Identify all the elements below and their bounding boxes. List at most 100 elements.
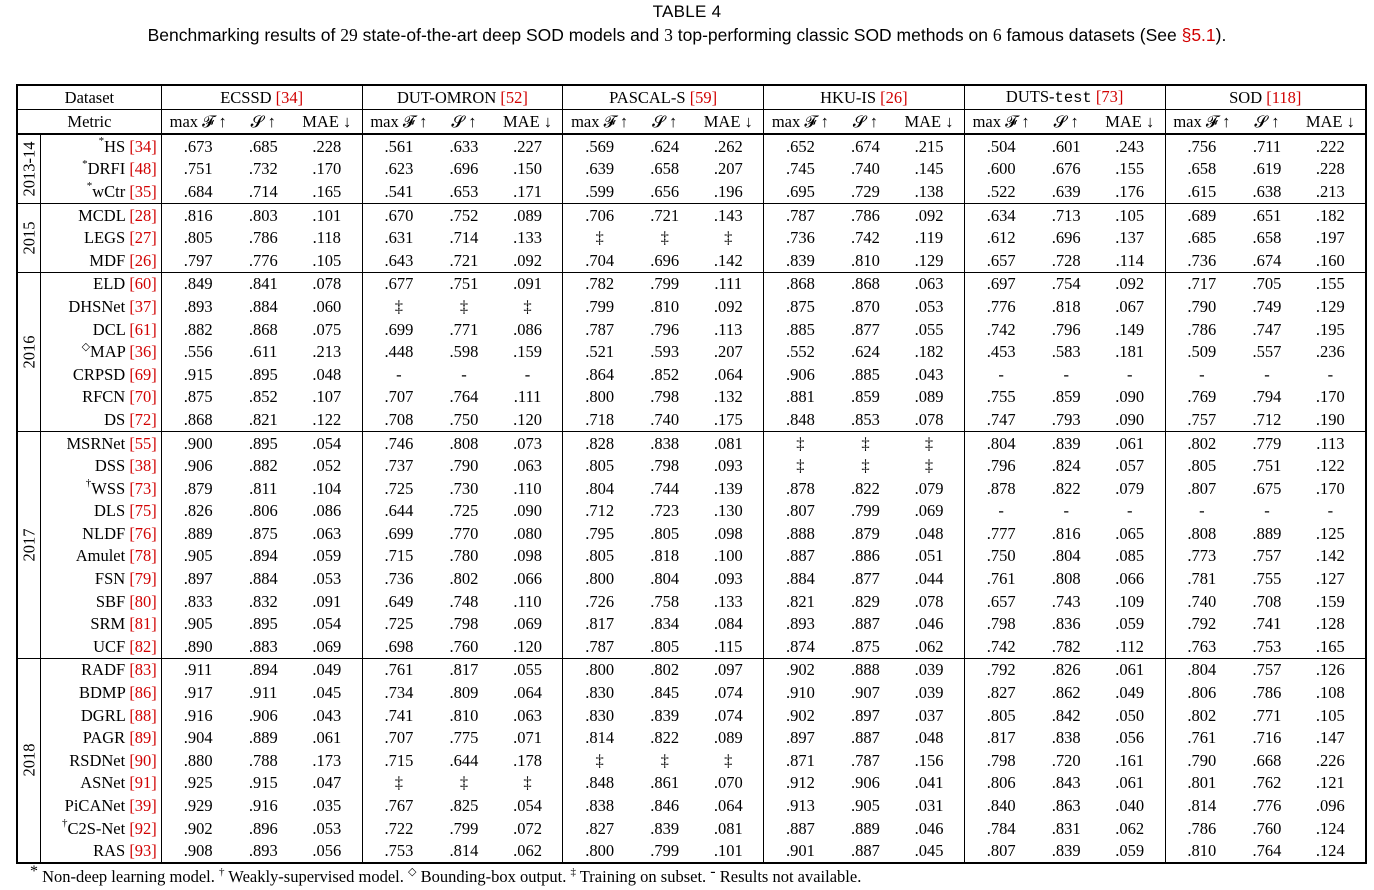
table-row: ◇MAP [36] .556 .611 .213 .448 .598 .159 .521 .59… <box>17 340 1368 363</box>
citation-link[interactable]: [82] <box>129 636 157 656</box>
citation-link[interactable]: [92] <box>129 818 157 838</box>
citation-link[interactable]: [73] <box>1095 87 1124 106</box>
value-cell: .889 <box>851 818 880 838</box>
value-cell: .756 <box>1165 133 1239 158</box>
value-cell: .807 <box>1187 478 1217 498</box>
value-cell: .066 <box>1094 567 1166 590</box>
citation-link[interactable]: [28] <box>129 205 157 225</box>
year-group-label: 2018 <box>16 657 41 864</box>
value-cell: .128 <box>1295 612 1368 636</box>
citation-link[interactable]: [91] <box>129 773 157 793</box>
citation-link[interactable]: [89] <box>129 728 157 748</box>
citation-link[interactable]: [61] <box>129 319 157 339</box>
value-cell: .097 <box>693 657 765 682</box>
value-cell: .113 <box>1295 430 1368 455</box>
value-cell: .910 <box>785 683 815 703</box>
citation-link[interactable]: [34] <box>129 136 157 156</box>
value-cell: .798 <box>986 750 1016 770</box>
value-cell: .905 <box>183 546 213 566</box>
value-cell: .119 <box>894 226 965 249</box>
value-cell: .092 <box>1094 271 1166 296</box>
year-group-label: 2013-14 <box>16 132 41 204</box>
citation-link[interactable]: [78] <box>129 546 157 566</box>
footnote-symbol: - <box>710 862 716 880</box>
citation-link[interactable]: [27] <box>129 228 157 248</box>
value-cell: .170 <box>1295 476 1368 500</box>
citation-link[interactable]: [86] <box>129 683 157 703</box>
value-cell: .049 <box>292 657 363 682</box>
value-cell: .806 <box>1187 683 1217 703</box>
citation-link[interactable]: [39] <box>129 796 157 816</box>
value-cell: .145 <box>894 157 965 181</box>
citation-link[interactable]: [26] <box>129 250 157 270</box>
citation-link[interactable]: [93] <box>129 841 157 861</box>
value-cell: .889 <box>248 728 278 748</box>
citation-link[interactable]: [80] <box>129 591 157 611</box>
citation-link[interactable]: [90] <box>129 750 157 770</box>
value-cell: .848 <box>785 409 815 429</box>
citation-link[interactable]: [69] <box>129 364 157 384</box>
value-cell: - <box>396 364 402 384</box>
table-row: 2015 MCDL [28] .816.803.101.670.752.089.70… <box>16 202 1368 273</box>
value-cell: .839 <box>650 705 680 725</box>
citation-link[interactable]: [73] <box>129 478 157 498</box>
citation-link[interactable]: [72] <box>129 409 157 429</box>
model-name-cell: PAGR [89] <box>40 726 162 750</box>
value-cell: .742 <box>986 636 1016 656</box>
citation-link[interactable]: [35] <box>129 181 157 201</box>
value-cell: .786 <box>1187 319 1217 339</box>
value-cell: .894 <box>234 657 292 682</box>
citation-link[interactable]: [75] <box>129 501 157 521</box>
value-cell: .887 <box>836 839 895 864</box>
metric-header: max 𝓕 ↑ <box>161 109 235 134</box>
citation-link[interactable]: [34] <box>275 88 304 107</box>
value-cell: .802 <box>449 569 479 589</box>
citation-link[interactable]: [59] <box>689 88 718 107</box>
value-cell: .122 <box>1295 454 1368 477</box>
value-cell: .453 <box>986 342 1016 362</box>
citation-link[interactable]: [52] <box>500 88 528 107</box>
citation-link[interactable]: [37] <box>129 296 157 316</box>
citation-link[interactable]: [70] <box>129 387 157 407</box>
model-name-cell: ◇MAP [36] <box>40 340 162 363</box>
citation-link[interactable]: [38] <box>129 456 157 476</box>
value-cell: .707 <box>384 387 414 407</box>
value-cell: .139 <box>693 476 765 500</box>
value-cell: .810 <box>650 296 680 316</box>
model-name: DHSNet <box>68 296 126 316</box>
value-cell: .722 <box>384 818 414 838</box>
year-group-label: 2016 <box>16 271 41 432</box>
citation-link[interactable]: [76] <box>129 523 157 543</box>
table-row: 2016 ELD [60] .849.841.078.677.751.091.782… <box>16 271 1368 432</box>
value-cell: .060 <box>292 295 363 318</box>
citation-link[interactable]: [36] <box>129 342 157 362</box>
value-cell: .643 <box>384 250 414 270</box>
value-cell: .879 <box>183 478 213 498</box>
value-cell: .039 <box>894 657 965 682</box>
value-cell: .880 <box>183 750 213 770</box>
value-cell: .072 <box>492 816 564 840</box>
table-body: 2013-14 *HS [34] .673.685.228.561.633.227.… <box>16 132 1368 864</box>
citation-link[interactable]: [118] <box>1266 88 1302 107</box>
citation-link[interactable]: [60] <box>129 274 157 294</box>
value-cell: .805 <box>585 456 615 476</box>
citation-link[interactable]: [26] <box>880 88 908 107</box>
year-text: 2013-14 <box>19 141 39 197</box>
value-cell: .780 <box>449 546 479 566</box>
value-cell: .817 <box>435 657 493 682</box>
value-cell: .049 <box>1094 681 1166 704</box>
citation-link[interactable]: [81] <box>129 614 157 634</box>
value-cell: .073 <box>492 430 564 455</box>
value-cell: .105 <box>1094 202 1166 227</box>
citation-link[interactable]: [48] <box>129 159 157 179</box>
value-cell: .061 <box>1094 657 1166 682</box>
citation-link[interactable]: [79] <box>129 569 157 589</box>
value-cell: .913 <box>785 796 815 816</box>
value-cell: .803 <box>234 202 292 227</box>
citation-link[interactable]: [83] <box>129 660 157 680</box>
section-link[interactable]: §5.1 <box>1181 25 1216 45</box>
value-cell: .098 <box>693 522 765 545</box>
citation-link[interactable]: [55] <box>129 433 157 453</box>
value-cell: .051 <box>894 544 965 568</box>
citation-link[interactable]: [88] <box>129 705 157 725</box>
